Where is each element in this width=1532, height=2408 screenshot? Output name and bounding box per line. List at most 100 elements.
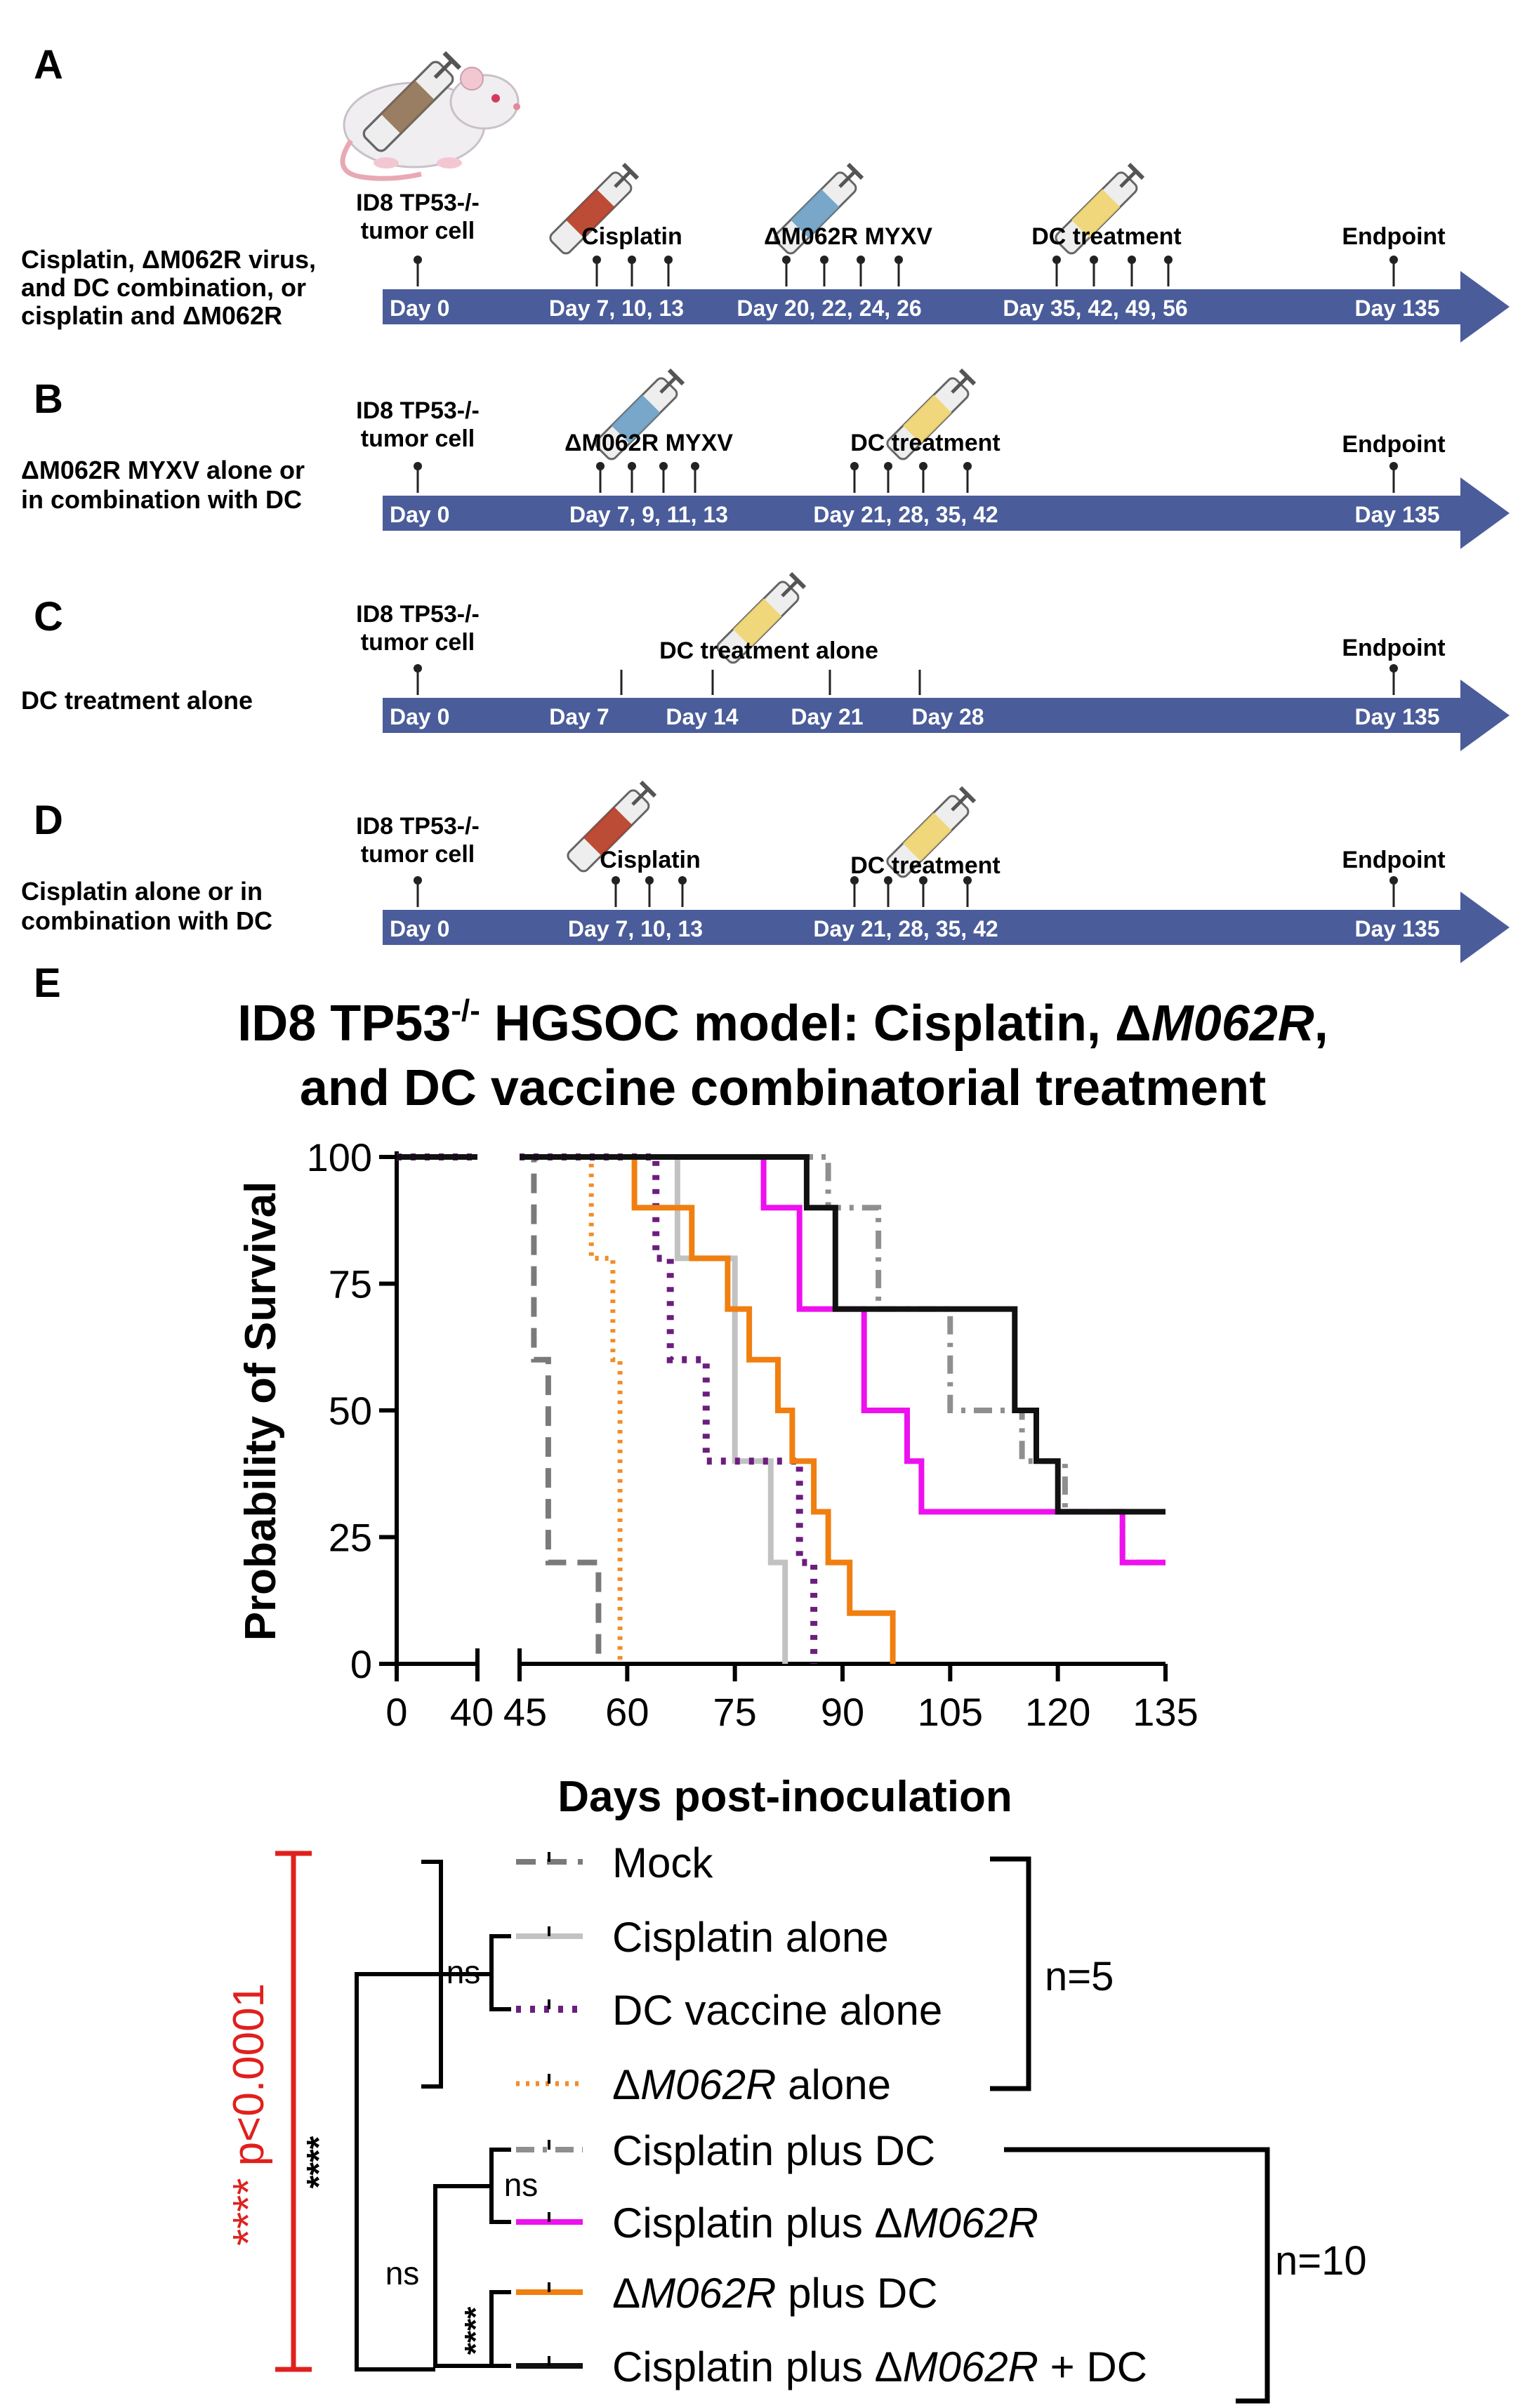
legend-label-prefix: Δ	[612, 2061, 640, 2108]
x-tick-label: 75	[713, 1690, 757, 1734]
tumor-label: tumor cell	[361, 841, 475, 868]
x-tick-label: 45	[503, 1690, 547, 1734]
timeline-arrow	[383, 892, 1510, 963]
y-ticks: 0 25 50 75 100	[307, 1135, 397, 1686]
tick-dots	[414, 664, 1398, 673]
event-label: ΔM062R MYXV	[564, 430, 733, 456]
panel-e-letter: E	[34, 960, 61, 1006]
legend-label-italic: M062R	[903, 2199, 1038, 2247]
endpoint-day: Day 135	[1355, 296, 1440, 321]
endpoint-label: Endpoint	[1342, 635, 1445, 661]
tumor-label: ID8 TP53-/-	[356, 397, 480, 424]
tick-marks	[416, 468, 1395, 493]
legend-label-italic: M062R	[640, 2270, 776, 2317]
panel-d-group-line-1: Cisplatin alone or in	[21, 877, 263, 906]
x-ticks: 0 40 45 60 75 90 105 120 135	[385, 1664, 1198, 1734]
days-label: Day 21, 28, 35, 42	[813, 502, 998, 527]
overall-significance-bracket	[275, 1851, 312, 2372]
endpoint-label: Endpoint	[1342, 223, 1445, 250]
ns-label: ns	[447, 1954, 481, 1990]
legend-label-suffix: + DC	[1038, 2343, 1147, 2390]
y-tick-label: 50	[329, 1389, 372, 1433]
syringe-dc-icon	[715, 574, 805, 665]
panel-a-group-line-1: Cisplatin, ΔM062R virus,	[21, 245, 316, 274]
legend-label-prefix: Mock	[612, 1839, 713, 1886]
event-label: DC treatment	[850, 430, 1000, 456]
tick-marks	[416, 670, 1395, 695]
chart-title-line-1: ID8 TP53-/- HGSOC model: Cisplatin, ΔM06…	[237, 993, 1328, 1052]
km-curves	[397, 1153, 1165, 1664]
tick-dots	[414, 256, 1398, 264]
days-label: Day 7, 10, 13	[568, 916, 703, 941]
endpoint-label: Endpoint	[1342, 847, 1445, 873]
days-label: Day 21, 28, 35, 42	[813, 916, 998, 941]
x-tick-label: 0	[385, 1690, 407, 1734]
tumor-label: tumor cell	[361, 218, 475, 244]
syringe-virus-icon	[594, 370, 683, 461]
title-suffix: ,	[1314, 995, 1328, 1052]
legend-label: Mock	[612, 1839, 713, 1886]
days-label: Day 7, 9, 11, 13	[569, 502, 728, 527]
x-axis-label: Days post-inoculation	[557, 1773, 1012, 1821]
timeline-arrow	[383, 680, 1510, 751]
start-day: Day 0	[390, 916, 449, 941]
legend-label-prefix: Cisplatin plus DC	[612, 2127, 935, 2174]
syringe-dc-icon	[885, 370, 975, 461]
km-curve-5	[520, 1154, 1165, 1566]
y-axis-label: Probability of Survival	[237, 1182, 285, 1641]
title-prefix: ID8 TP53	[237, 995, 451, 1052]
km-curve-1	[520, 1154, 788, 1664]
event-label: Cisplatin	[600, 847, 701, 873]
endpoint-day: Day 135	[1355, 916, 1440, 941]
event-label: DC treatment	[1031, 223, 1181, 250]
panel-c-group-line-1: DC treatment alone	[21, 686, 253, 715]
tumor-label: ID8 TP53-/-	[356, 190, 480, 216]
legend-label-suffix: plus DC	[777, 2270, 938, 2317]
panel-b-group-line-1: ΔM062R MYXV alone or	[21, 456, 305, 484]
group-n-label: n=10	[1275, 2238, 1367, 2284]
y-tick-label: 0	[350, 1642, 372, 1686]
event-label: Cisplatin	[581, 223, 682, 250]
start-day: Day 0	[390, 296, 449, 321]
legend-label: Cisplatin plus DC	[612, 2127, 935, 2174]
days-label: Day 28	[911, 704, 984, 729]
title-middle: HGSOC model: Cisplatin, Δ	[480, 995, 1151, 1052]
panel-d: D Cisplatin alone or in combination with…	[21, 782, 1510, 963]
days-label: Day 21	[791, 704, 863, 729]
panel-a: A Cisplatin, ΔM062R virus,	[21, 42, 1510, 343]
title-superscript: -/-	[451, 993, 480, 1028]
panel-d-group-line-2: combination with DC	[21, 906, 272, 935]
days-label: Day 35, 42, 49, 56	[1003, 296, 1187, 321]
tick-marks	[416, 882, 1395, 907]
axes	[395, 1151, 1165, 1679]
syringe-dc-icon	[885, 788, 975, 879]
tick-dots	[414, 462, 1398, 470]
legend-label: ΔM062R alone	[612, 2061, 891, 2108]
start-day: Day 0	[390, 704, 449, 729]
tumor-label: ID8 TP53-/-	[356, 601, 480, 628]
syringe-cisplatin-icon	[548, 164, 638, 256]
tick-marks	[416, 261, 1395, 286]
km-curve-6	[520, 1154, 896, 1664]
legend-label-prefix: DC vaccine alone	[612, 1987, 942, 2034]
legend-label: ΔM062R plus DC	[612, 2270, 938, 2317]
chart-title-line-2: and DC vaccine combinatorial treatment	[300, 1060, 1266, 1116]
legend-label: Cisplatin plus ΔM062R + DC	[612, 2343, 1147, 2390]
endpoint-day: Day 135	[1355, 502, 1440, 527]
y-tick-label: 25	[329, 1516, 372, 1560]
syringe-dc-icon	[1054, 164, 1143, 256]
syringe-cisplatin-icon	[566, 782, 655, 873]
y-tick-label: 75	[329, 1262, 372, 1306]
y-tick-label: 100	[307, 1135, 372, 1179]
ns-label: ns	[385, 2255, 420, 2291]
panel-e: E ID8 TP53-/- HGSOC model: Cisplatin, ΔM…	[34, 960, 1367, 2404]
legend-label-prefix: Cisplatin plus Δ	[612, 2199, 903, 2247]
days-label: Day 14	[666, 704, 738, 729]
x-tick-label: 60	[605, 1690, 649, 1734]
start-day: Day 0	[390, 502, 449, 527]
tumor-label: ID8 TP53-/-	[356, 813, 480, 840]
legend-label-italic: M062R	[903, 2343, 1038, 2390]
event-label: DC treatment alone	[659, 637, 878, 664]
